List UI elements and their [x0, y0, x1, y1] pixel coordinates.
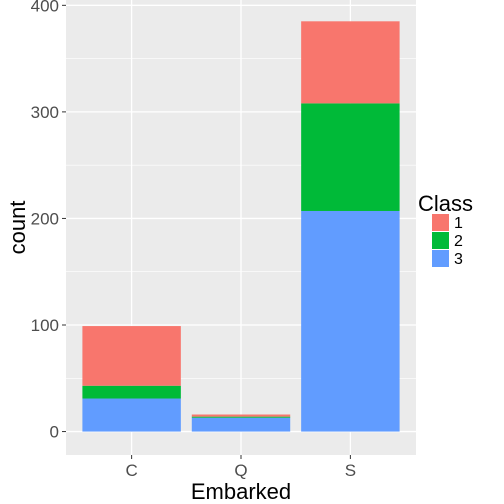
bar-C-class-3	[82, 398, 181, 432]
legend-key-1	[432, 214, 449, 231]
legend-key-2	[432, 232, 449, 249]
y-tick-label: 200	[31, 209, 59, 228]
bar-S-class-3	[301, 210, 400, 432]
x-tick-label: S	[345, 461, 356, 480]
legend-label: 3	[454, 251, 463, 268]
bar-C-class-1	[82, 326, 181, 386]
bar-Q-class-2	[191, 416, 291, 418]
y-tick-label: 300	[31, 103, 59, 122]
legend-label: 2	[454, 233, 463, 250]
legend: Class 123	[418, 191, 473, 268]
y-tick-label: 0	[50, 423, 59, 442]
legend-label: 1	[454, 215, 463, 232]
y-tick-label: 100	[31, 316, 59, 335]
legend-key-3	[432, 250, 449, 267]
x-tick-label: C	[125, 461, 137, 480]
bar-S-class-1	[301, 21, 400, 104]
x-tick-label: Q	[234, 461, 247, 480]
bar-S-class-2	[301, 103, 400, 211]
y-tick-label: 400	[31, 0, 59, 15]
y-axis: 0 100 200 300 400	[31, 0, 66, 442]
bar-Q-class-1	[191, 414, 291, 417]
x-axis-title: Embarked	[191, 479, 291, 504]
bar-Q-class-3	[191, 417, 291, 432]
bars	[82, 21, 400, 432]
legend-title: Class	[418, 191, 473, 216]
y-axis-title: count	[5, 201, 30, 255]
bar-C-class-2	[82, 385, 181, 399]
